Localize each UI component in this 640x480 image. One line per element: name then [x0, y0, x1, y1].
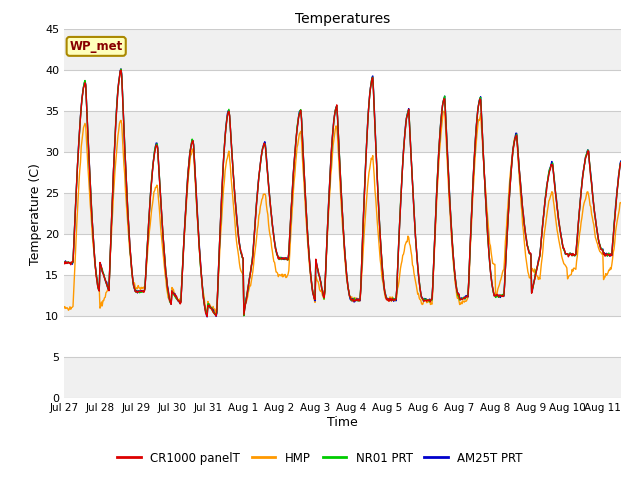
AM25T PRT [139, 288, 147, 294]
HMP [298, 153, 306, 159]
NR01 PRT [60, 259, 68, 265]
Bar [64, 70, 621, 111]
NR01 PRT [300, 148, 307, 154]
CR1000 panelT [617, 160, 625, 166]
CR1000 panelT [117, 67, 125, 73]
Bar [64, 29, 621, 70]
Title: Temperatures: Temperatures [295, 12, 390, 26]
AM25T PRT [63, 260, 70, 265]
AM25T PRT [617, 158, 625, 164]
Line: NR01 PRT: NR01 PRT [64, 69, 621, 316]
Bar [64, 152, 621, 193]
Bar [64, 193, 621, 234]
HMP [617, 200, 625, 205]
AM25T PRT [300, 147, 307, 153]
HMP [138, 286, 146, 291]
AM25T PRT [60, 260, 68, 266]
AM25T PRT [204, 314, 211, 320]
CR1000 panelT [475, 103, 483, 109]
CR1000 panelT [63, 260, 70, 266]
NR01 PRT [139, 289, 147, 295]
Y-axis label: Temperature (C): Temperature (C) [29, 163, 42, 264]
CR1000 panelT [320, 295, 328, 300]
HMP [475, 117, 483, 123]
HMP [319, 294, 327, 300]
HMP [461, 298, 468, 304]
Bar [64, 316, 621, 357]
NR01 PRT [117, 66, 125, 72]
X-axis label: Time: Time [327, 416, 358, 429]
CR1000 panelT [461, 295, 468, 301]
AM25T PRT [320, 295, 328, 300]
Text: WP_met: WP_met [70, 40, 123, 53]
NR01 PRT [240, 313, 248, 319]
Bar [64, 111, 621, 152]
NR01 PRT [461, 296, 468, 302]
CR1000 panelT [139, 288, 147, 293]
HMP [440, 108, 448, 114]
Line: HMP: HMP [64, 111, 621, 313]
AM25T PRT [117, 66, 125, 72]
NR01 PRT [320, 296, 328, 302]
Line: AM25T PRT: AM25T PRT [64, 69, 621, 317]
Bar [64, 234, 621, 275]
CR1000 panelT [300, 149, 307, 155]
HMP [63, 305, 70, 311]
NR01 PRT [63, 260, 70, 265]
HMP [60, 305, 68, 311]
AM25T PRT [461, 294, 468, 300]
Bar [64, 275, 621, 316]
HMP [204, 310, 211, 316]
AM25T PRT [475, 103, 483, 108]
CR1000 panelT [60, 260, 68, 265]
Bar [64, 357, 621, 398]
NR01 PRT [475, 103, 483, 109]
NR01 PRT [617, 159, 625, 165]
Legend: CR1000 panelT, HMP, NR01 PRT, AM25T PRT: CR1000 panelT, HMP, NR01 PRT, AM25T PRT [113, 447, 527, 469]
CR1000 panelT [204, 313, 211, 319]
Line: CR1000 panelT: CR1000 panelT [64, 70, 621, 316]
